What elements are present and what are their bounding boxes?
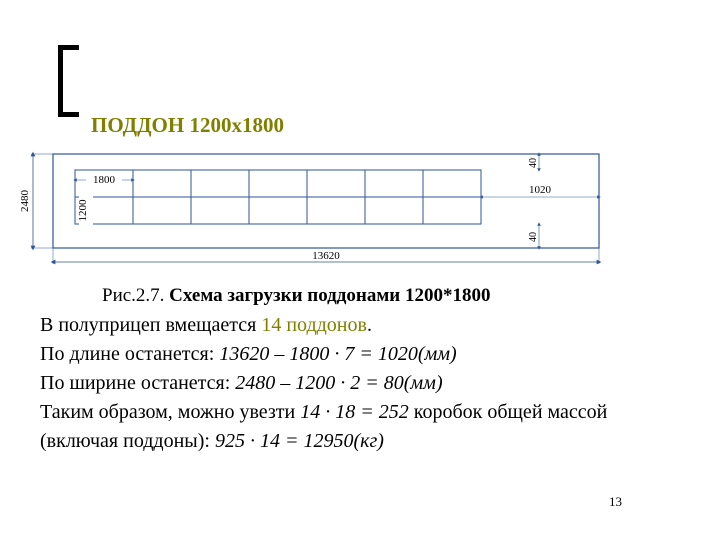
page-title: ПОДДОН 1200х1800 [91, 113, 284, 138]
line4b: коробок общей массой [409, 401, 608, 423]
body-text: В полуприцеп вмещается 14 поддонов. По д… [40, 312, 680, 457]
line4a: Таким образом, можно увезти [40, 401, 300, 423]
caption-main: Схема загрузки поддонами 1200*1800 [169, 285, 490, 306]
line1c: . [367, 314, 372, 336]
loading-diagram: 2480 1800 1200 13620 1020 40 40 [15, 150, 615, 280]
corner-bracket-icon [58, 45, 79, 117]
svg-text:13620: 13620 [312, 250, 340, 262]
figure-caption: Рис.2.7. Схема загрузки поддонами 1200*1… [102, 285, 490, 307]
formula-boxes: 14 · 18 = 252 [300, 401, 409, 423]
svg-text:40: 40 [528, 232, 539, 242]
formula-mass: 925 · 14 = 12950(кг) [215, 430, 384, 452]
svg-text:1020: 1020 [529, 184, 552, 196]
line5: (включая поддоны): [40, 430, 215, 452]
svg-text:2480: 2480 [19, 190, 31, 213]
line1a: В полуприцеп вмещается [40, 314, 261, 336]
pallet-count: 14 поддонов [261, 314, 367, 336]
caption-prefix: Рис.2.7. [102, 285, 169, 306]
line3: По ширине останется: [40, 372, 235, 394]
line2: По длине останется: [40, 343, 219, 365]
svg-text:1200: 1200 [77, 199, 89, 222]
svg-text:40: 40 [528, 158, 539, 168]
formula-length: 13620 – 1800 · 7 = 1020(мм) [219, 343, 456, 365]
svg-text:1800: 1800 [93, 174, 116, 186]
formula-width: 2480 – 1200 · 2 = 80(мм) [235, 372, 442, 394]
page-number: 13 [609, 494, 622, 510]
